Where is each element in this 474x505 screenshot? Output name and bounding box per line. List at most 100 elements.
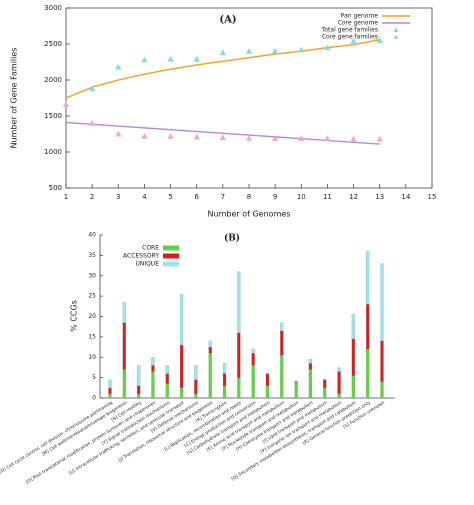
- x-tick-label: 5: [168, 193, 172, 201]
- bar-segment: [280, 330, 284, 356]
- bar-segment: [380, 381, 384, 399]
- x-tick-label: 12: [349, 193, 358, 201]
- bar-segment: [122, 369, 126, 399]
- bar-segment: [351, 375, 355, 399]
- marker: [141, 132, 148, 139]
- marker: [167, 55, 174, 62]
- bar-segment: [179, 344, 184, 388]
- legend-label: Total gene families: [321, 27, 378, 34]
- chart-title: (B): [224, 233, 240, 244]
- bar-segment: [280, 355, 284, 399]
- y-tick-label: 35: [88, 252, 96, 259]
- bar-segment: [179, 293, 184, 346]
- x-tick-label: 6: [194, 193, 199, 201]
- bar-segment: [251, 353, 255, 366]
- marker: [298, 135, 305, 141]
- bar-segment: [280, 322, 284, 331]
- bar-segment: [351, 314, 355, 340]
- bar-segment: [165, 383, 169, 399]
- bar-segment: [194, 379, 198, 395]
- y-tick-label: 2500: [44, 40, 62, 48]
- marker: [271, 48, 279, 54]
- bar-segment: [251, 349, 255, 354]
- marker: [350, 37, 357, 44]
- y-tick-label: 2000: [44, 76, 62, 84]
- x-tick-label: 2: [90, 193, 94, 201]
- marker: [324, 44, 331, 51]
- bar-segment: [337, 393, 341, 399]
- bar-segment: [237, 377, 241, 399]
- marker: [245, 135, 253, 141]
- y-tick-label: 3000: [44, 4, 62, 12]
- bar-segment: [122, 322, 126, 370]
- x-tick-label: 15: [428, 193, 437, 201]
- marker: [350, 135, 357, 142]
- marker: [193, 133, 200, 140]
- series-line: [65, 38, 380, 99]
- legend-label: ACCESSORY: [123, 253, 159, 260]
- bar-segment: [208, 353, 212, 399]
- bar-segment: [151, 371, 155, 399]
- bar-segment: [308, 363, 313, 370]
- marker: [115, 130, 122, 137]
- bar-segment: [165, 373, 169, 384]
- bar-segment: [151, 365, 155, 372]
- marker: [376, 135, 383, 142]
- x-tick-label: 11: [323, 193, 332, 201]
- x-tick-label: 8: [247, 193, 251, 201]
- y-tick-label: 15: [88, 333, 96, 340]
- bar-segment: [294, 381, 298, 383]
- marker: [245, 48, 253, 54]
- legend-label: Core gene families: [322, 34, 378, 41]
- bar-segment: [323, 379, 327, 388]
- bar-segment: [323, 387, 327, 399]
- marker: [62, 101, 70, 108]
- marker: [271, 135, 279, 141]
- bar-segment: [108, 379, 112, 388]
- bar-segment: [108, 393, 112, 399]
- bar-segment: [265, 373, 270, 386]
- bar-segment: [137, 365, 141, 386]
- legend-swatch: [393, 27, 399, 32]
- bar-segment: [208, 340, 212, 348]
- marker: [88, 85, 96, 92]
- x-tick-label: 3: [116, 193, 120, 201]
- x-tick-label: 4: [142, 193, 147, 201]
- bar-segment: [294, 380, 298, 382]
- marker: [193, 55, 200, 62]
- y-axis-label: Number of Gene Families: [10, 48, 19, 149]
- y-tick-label: 10: [88, 354, 96, 361]
- bar-segment: [294, 382, 298, 399]
- series-line: [65, 121, 380, 145]
- legend-swatch: [393, 34, 399, 39]
- legend-label: CORE: [142, 245, 159, 252]
- bar-segment: [265, 385, 270, 399]
- x-tick-label: 7: [221, 193, 225, 201]
- legend-swatch: [163, 261, 179, 267]
- marker: [219, 49, 227, 56]
- bar-segment: [137, 393, 141, 399]
- bar-segment: [380, 263, 384, 342]
- legend-label: Core genome: [338, 20, 379, 27]
- x-tick-label: 14: [401, 193, 410, 201]
- x-axis-label: Number of Genomes: [208, 210, 291, 219]
- bar-segment: [122, 302, 126, 323]
- marker: [219, 134, 227, 141]
- marker: [141, 56, 148, 63]
- bar-segment: [237, 271, 241, 333]
- marker: [167, 132, 174, 139]
- bar-segment: [351, 338, 355, 376]
- bar-segment: [380, 340, 384, 382]
- x-tick-label: 13: [375, 193, 384, 201]
- marker: [88, 120, 96, 126]
- bar-segment: [194, 365, 198, 380]
- marker: [298, 46, 305, 53]
- marker: [324, 135, 331, 141]
- chart-title: (A): [219, 15, 236, 26]
- y-tick-label: 20: [88, 313, 96, 320]
- x-tick-label: 1: [64, 193, 68, 201]
- y-tick-label: 30: [88, 272, 96, 279]
- legend-label: UNIQUE: [135, 261, 159, 268]
- bar-segment: [222, 385, 227, 399]
